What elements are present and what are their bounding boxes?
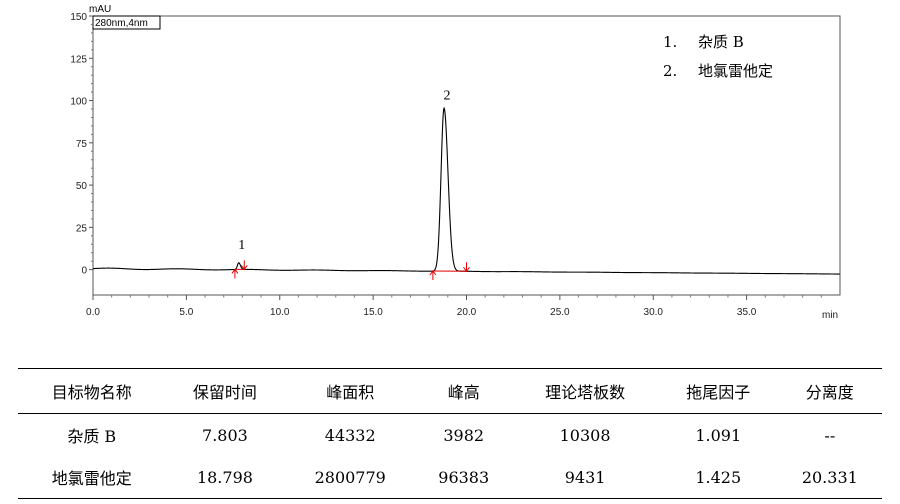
table-cell: 20.331 <box>777 456 882 499</box>
table-cell: 2800779 <box>284 456 417 499</box>
peak-end-marker <box>240 260 248 271</box>
y-tick-label: 75 <box>76 139 88 150</box>
table-cell: 44332 <box>324 425 376 445</box>
x-tick-label: 35.0 <box>737 307 757 318</box>
peak-label: 2 <box>444 88 451 103</box>
x-tick-label: 30.0 <box>644 307 664 318</box>
table-cell: 1.425 <box>658 456 778 499</box>
header-analyte: 目标物名称 <box>18 368 166 414</box>
peak-markers: 12 <box>231 88 470 281</box>
x-tick-label: 10.0 <box>270 307 290 318</box>
table-cell: -- <box>824 425 836 445</box>
y-tick-label: 25 <box>76 223 88 234</box>
header-resolution: 分离度 <box>777 368 882 414</box>
results-table: 目标物名称 保留时间 峰面积 峰高 理论塔板数 拖尾因子 分离度 杂质 B 7.… <box>18 368 882 499</box>
legend-number-2: 2. <box>663 62 677 80</box>
table-cell: 3982 <box>443 425 485 445</box>
table-cell: 9431 <box>511 456 659 499</box>
table-cell: 18.798 <box>165 456 285 499</box>
x-tick-label: 25.0 <box>550 307 570 318</box>
legend-item-2: 地氯雷他定 <box>698 62 773 80</box>
x-tick-label: 20.0 <box>457 307 477 318</box>
peak-start-marker <box>231 268 239 279</box>
table-cell: 10308 <box>559 425 611 445</box>
detector-label: 280nm,4nm <box>95 18 148 29</box>
header-peak-area: 峰面积 <box>284 368 417 414</box>
y-axis-ticks: 0 25 50 75 100 125 150 <box>70 12 93 277</box>
peak-label: 1 <box>238 238 245 253</box>
header-peak-height: 峰高 <box>416 368 512 414</box>
y-tick-label: 125 <box>70 54 87 65</box>
table-cell: 1.091 <box>695 425 742 445</box>
y-tick-label: 150 <box>70 12 87 23</box>
legend: 1. 杂质 B 2. 地氯雷他定 <box>663 33 773 80</box>
series-group <box>92 106 840 275</box>
chromatogram-line <box>92 106 840 275</box>
table-row: 杂质 B 7.803 44332 3982 10308 1.091 -- <box>18 414 882 457</box>
table-header-row: 目标物名称 保留时间 峰面积 峰高 理论塔板数 拖尾因子 分离度 <box>18 368 882 414</box>
x-axis-ticks: 0.0 5.0 10.0 15.0 20.0 25.0 30.0 35.0 <box>86 295 822 318</box>
x-tick-label: 0.0 <box>86 307 100 318</box>
header-tailing-factor: 拖尾因子 <box>658 368 778 414</box>
y-tick-label: 50 <box>76 181 88 192</box>
legend-number-1: 1. <box>663 33 677 51</box>
peak-start-marker <box>429 270 437 281</box>
detector-label-box <box>92 15 161 30</box>
peak-end-marker <box>463 262 470 273</box>
table-cell: 96383 <box>416 456 512 499</box>
x-tick-label: 15.0 <box>363 307 383 318</box>
y-tick-label: 0 <box>81 266 87 277</box>
table-cell: 7.803 <box>202 425 248 445</box>
table-row: 地氯雷他定 18.798 2800779 96383 9431 1.425 20… <box>18 456 882 499</box>
y-tick-label: 100 <box>70 97 87 108</box>
header-retention-time: 保留时间 <box>165 368 285 414</box>
y-axis-label: mAU <box>89 4 111 15</box>
x-axis-label: min <box>822 310 838 321</box>
x-tick-label: 5.0 <box>179 307 193 318</box>
legend-item-1: 杂质 B <box>698 33 744 51</box>
plot-frame <box>92 15 841 296</box>
table-cell: 杂质 B <box>67 427 117 446</box>
header-theoretical-plates: 理论塔板数 <box>511 368 659 414</box>
table-cell: 地氯雷他定 <box>18 456 166 499</box>
chromatogram-chart: mAU 280nm,4nm min 0 25 50 75 100 125 150 0.0 5.… <box>70 4 841 321</box>
